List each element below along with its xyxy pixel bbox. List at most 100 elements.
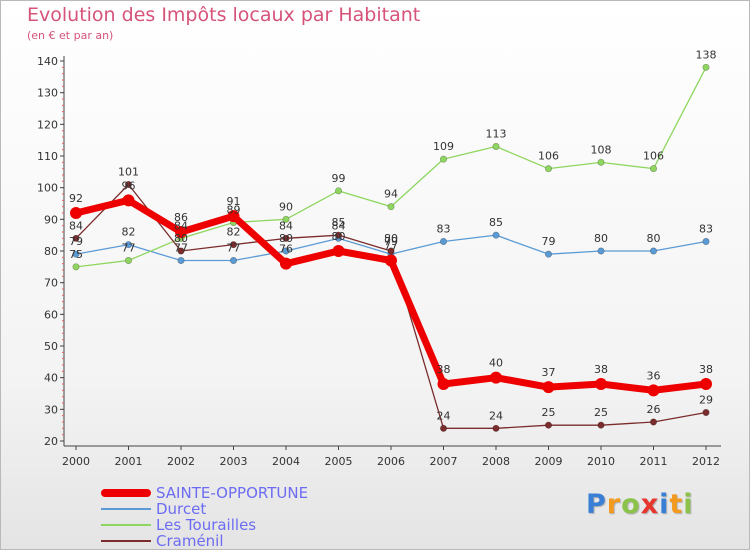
data-point-sainte-opportune: [332, 245, 345, 257]
data-point-cramenil: [387, 247, 395, 255]
data-label-sainte-opportune: 76: [279, 243, 293, 256]
x-tick-label: 2007: [430, 455, 458, 468]
data-point-les-tourailles: [72, 263, 80, 271]
data-point-cramenil: [282, 234, 290, 242]
data-point-cramenil: [334, 231, 342, 239]
legend-item-sainte-opportune: SAINTE-OPPORTUNE: [101, 485, 308, 501]
x-tick-label: 2000: [62, 455, 90, 468]
data-label-les-tourailles: 106: [643, 150, 664, 163]
x-tick-label: 2002: [167, 455, 195, 468]
data-label-cramenil: 25: [542, 406, 556, 419]
y-tick-label: 130: [37, 87, 58, 100]
y-tick-label: 20: [44, 435, 58, 448]
data-point-cramenil: [597, 421, 605, 429]
data-point-les-tourailles: [649, 165, 657, 173]
data-point-sainte-opportune: [647, 384, 660, 397]
data-label-sainte-opportune: 40: [489, 357, 503, 370]
logo-letter: o: [621, 489, 641, 520]
data-label-durcet: 83: [437, 223, 451, 236]
data-label-les-tourailles: 138: [696, 48, 717, 61]
data-point-sainte-opportune: [437, 378, 450, 390]
data-label-sainte-opportune: 96: [122, 179, 136, 192]
logo-letter: i: [659, 489, 670, 520]
logo-letter: t: [669, 489, 684, 520]
data-label-sainte-opportune: 37: [542, 366, 556, 379]
data-label-sainte-opportune: 86: [174, 211, 188, 224]
data-label-les-tourailles: 90: [279, 200, 293, 213]
data-point-les-tourailles: [597, 158, 605, 166]
y-tick-label: 120: [37, 118, 58, 131]
data-label-cramenil: 84: [279, 219, 293, 232]
data-point-durcet: [72, 250, 80, 258]
series-line-sainte-opportune: [72, 196, 710, 394]
y-tick-label: 50: [44, 340, 58, 353]
data-point-les-tourailles: [282, 215, 290, 223]
y-tick-label: 110: [37, 150, 58, 163]
data-label-sainte-opportune: 38: [437, 363, 451, 376]
logo-letter: x: [640, 489, 660, 520]
x-tick-label: 2010: [587, 455, 615, 468]
data-point-les-tourailles: [334, 187, 342, 195]
logo-letter: P: [586, 489, 607, 520]
data-label-cramenil: 25: [594, 406, 608, 419]
x-tick-label: 2011: [640, 455, 668, 468]
data-label-durcet: 84: [332, 219, 346, 232]
data-point-sainte-opportune: [595, 378, 607, 390]
data-point-durcet: [649, 247, 657, 255]
x-tick-label: 2012: [692, 455, 720, 468]
data-label-durcet: 82: [122, 226, 136, 239]
x-tick-label: 2001: [115, 455, 143, 468]
data-point-les-tourailles: [544, 165, 552, 173]
y-tick-label: 140: [37, 55, 58, 68]
data-point-durcet: [702, 238, 710, 246]
data-point-durcet: [492, 231, 500, 239]
legend-item-durcet: Durcet: [101, 501, 308, 517]
data-label-durcet: 77: [227, 242, 241, 255]
legend-item-cramenil: Craménil: [101, 533, 308, 549]
data-point-cramenil: [492, 424, 500, 432]
data-label-durcet: 80: [647, 232, 661, 245]
data-label-durcet: 80: [594, 232, 608, 245]
data-point-cramenil: [544, 421, 552, 429]
legend-swatch-sainte-opportune: [101, 489, 151, 497]
data-point-cramenil: [72, 234, 80, 242]
x-tick-label: 2008: [482, 455, 510, 468]
data-label-les-tourailles: 75: [69, 248, 83, 261]
data-point-sainte-opportune: [700, 378, 712, 390]
legend-swatch-durcet: [101, 508, 151, 510]
data-point-cramenil: [125, 181, 133, 189]
data-label-durcet: 79: [542, 235, 556, 248]
legend-label: SAINTE-OPPORTUNE: [156, 484, 309, 502]
data-label-les-tourailles: 84: [174, 219, 188, 232]
data-point-les-tourailles: [387, 203, 395, 211]
data-point-sainte-opportune: [122, 194, 135, 207]
x-tick-label: 2005: [325, 455, 353, 468]
data-label-cramenil: 29: [699, 394, 713, 407]
data-label-durcet: 80: [279, 232, 293, 245]
data-label-les-tourailles: 99: [332, 172, 346, 185]
x-tick-label: 2006: [377, 455, 405, 468]
data-label-sainte-opportune: 92: [69, 192, 83, 205]
chart-series: [70, 63, 712, 432]
chart-axes: 20 30 40 50 60 70 80 90 100 110 120 130 140 2000 2001 2…: [37, 55, 721, 468]
y-tick-label: 100: [37, 182, 58, 195]
data-label-cramenil: 82: [227, 226, 241, 239]
data-point-sainte-opportune: [280, 257, 292, 270]
y-tick-label: 40: [44, 372, 58, 385]
data-label-les-tourailles: 106: [538, 150, 559, 163]
data-label-les-tourailles: 89: [227, 204, 241, 217]
y-tick-label: 70: [44, 277, 58, 290]
data-point-cramenil: [230, 241, 238, 249]
data-label-durcet: 85: [489, 216, 503, 229]
data-point-durcet: [230, 256, 238, 264]
data-label-durcet: 77: [174, 242, 188, 255]
legend-swatch-cramenil: [101, 540, 151, 542]
data-label-cramenil: 85: [332, 216, 346, 229]
legend-label: Les Tourailles: [156, 516, 257, 534]
proxiti-logo: Proxiti: [586, 489, 694, 520]
data-point-sainte-opportune: [542, 381, 555, 394]
data-label-sainte-opportune: 80: [332, 230, 346, 243]
data-point-cramenil: [702, 408, 710, 416]
